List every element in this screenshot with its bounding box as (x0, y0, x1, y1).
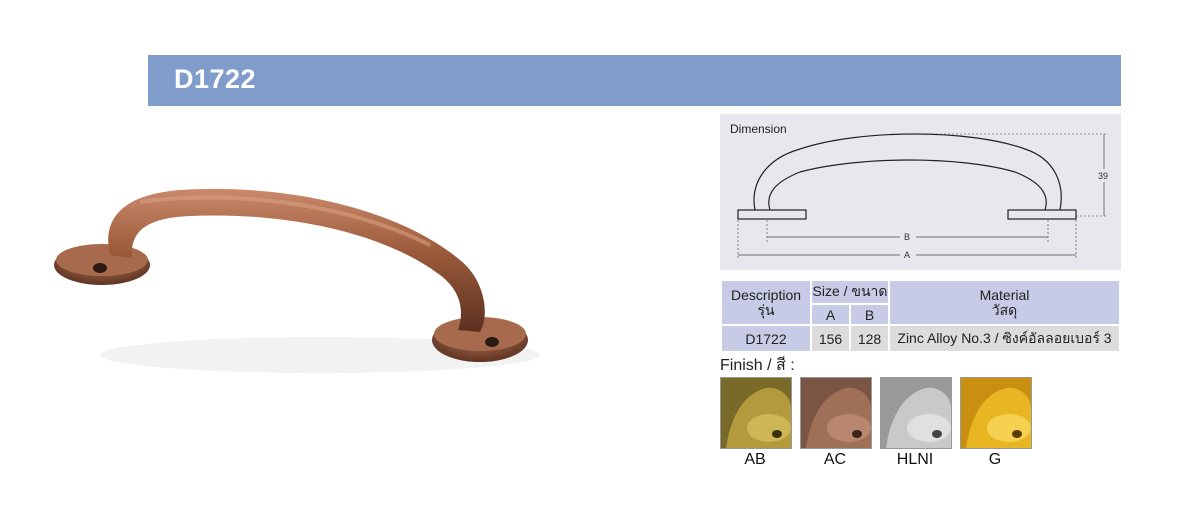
row-b-value: 128 (851, 326, 888, 351)
material-header-th: วัสดุ (991, 301, 1018, 318)
row-material: Zinc Alloy No.3 / ซิงค์อัลลอยเบอร์ 3 (890, 326, 1119, 351)
description-header-th: รุ่น (757, 301, 775, 318)
row-model: D1722 (722, 326, 810, 351)
dimension-panel: Dimension B A 39 (720, 114, 1121, 270)
material-header-en: Material (979, 286, 1030, 303)
product-model-title: D1722 (174, 64, 257, 94)
finish-swatch-hlni (880, 377, 952, 449)
finish-swatch-g (960, 377, 1032, 449)
dimension-height-value: 39 (1098, 171, 1108, 181)
spec-table: Description รุ่น Size / ขนาด Material วั… (720, 279, 1121, 353)
description-header: Description รุ่น (722, 281, 810, 324)
col-a-header: A (812, 305, 849, 324)
finish-swatch-ac (800, 377, 872, 449)
finish-label-ac: AC (823, 451, 847, 468)
dimension-drawing: B A 39 (737, 133, 1108, 260)
finish-title: Finish / สี : (720, 357, 795, 374)
title-bar: D1722 (148, 55, 1121, 106)
row-a-value: 156 (812, 326, 849, 351)
finish-label-hlni: HLNI (896, 451, 934, 468)
material-header: Material วัสดุ (890, 281, 1119, 324)
finish-label-ab: AB (744, 451, 766, 468)
description-header-en: Description (730, 286, 802, 303)
finish-swatch-ab (720, 377, 792, 449)
table-row: D1722 156 128 Zinc Alloy No.3 / ซิงค์อัล… (722, 326, 1119, 351)
finish-label-g: G (988, 451, 1002, 468)
dimension-b-label: B (904, 232, 910, 242)
dimension-label: Dimension (730, 122, 787, 136)
dimension-a-label: A (904, 250, 910, 260)
size-header: Size / ขนาด (812, 281, 888, 303)
product-photo (54, 188, 540, 373)
col-b-header: B (851, 305, 888, 324)
